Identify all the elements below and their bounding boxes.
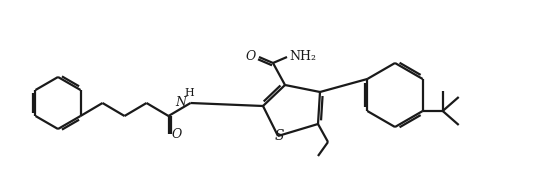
Text: NH₂: NH₂	[289, 51, 316, 63]
Text: H: H	[184, 88, 194, 98]
Text: O: O	[246, 51, 256, 63]
Text: S: S	[274, 129, 284, 143]
Text: O: O	[171, 128, 182, 140]
Text: N: N	[176, 97, 187, 110]
